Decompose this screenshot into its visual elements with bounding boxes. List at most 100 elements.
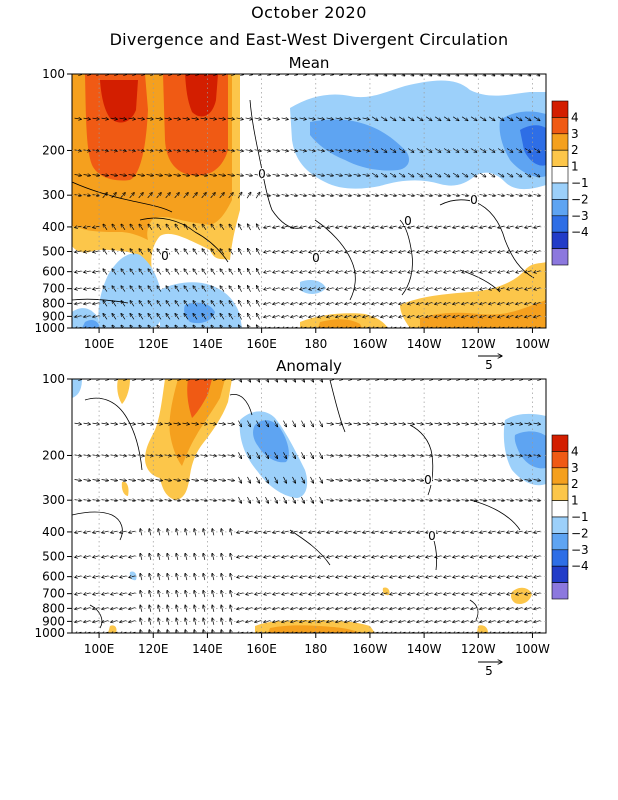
wind-vector: [462, 74, 468, 76]
wind-vector: [282, 632, 289, 633]
wind-vector: [167, 630, 169, 633]
wind-vector: [399, 531, 406, 533]
wind-vector: [534, 632, 541, 633]
y-tick-label: 500: [42, 550, 65, 564]
wind-vector: [326, 455, 334, 456]
wind-vector: [274, 420, 277, 427]
x-tick-label: 120W: [461, 642, 496, 656]
wind-vector: [462, 531, 469, 533]
wind-vector: [173, 480, 181, 481]
colorbar-label: −1: [571, 510, 589, 524]
mean-panel-title: Mean: [289, 54, 330, 72]
colorbar-swatch: [551, 215, 569, 233]
wind-vector: [426, 621, 433, 623]
wind-vector: [212, 529, 214, 536]
wind-vector: [336, 271, 343, 273]
wind-vector: [488, 500, 496, 501]
wind-vector: [354, 302, 361, 304]
wind-vector: [416, 172, 423, 177]
wind-vector: [300, 327, 307, 328]
wind-vector: [362, 118, 370, 120]
wind-vector: [137, 480, 145, 481]
wind-vector: [345, 251, 352, 253]
wind-vector: [453, 621, 460, 623]
mean-shading: [72, 74, 546, 328]
anomaly-gridlines: [72, 379, 546, 633]
wind-vector: [364, 74, 370, 75]
wind-vector: [479, 116, 486, 121]
wind-vector: [443, 194, 451, 196]
wind-vector: [129, 632, 136, 633]
wind-vector: [158, 630, 160, 633]
wind-vector: [453, 632, 460, 633]
wind-vector: [507, 302, 514, 304]
wind-vector: [137, 175, 145, 176]
wind-vector: [200, 480, 208, 481]
wind-vector: [336, 302, 343, 304]
wind-vector: [524, 172, 531, 177]
wind-vector: [371, 500, 379, 501]
wind-vector: [461, 423, 469, 424]
wind-vector: [498, 632, 505, 633]
wind-vector: [480, 632, 487, 633]
wind-vector: [470, 148, 477, 153]
wind-vector: [435, 251, 442, 253]
wind-vector: [497, 423, 505, 424]
wind-vector: [230, 605, 232, 612]
wind-vector: [381, 315, 388, 317]
wind-vector: [220, 286, 225, 292]
wind-vector: [227, 175, 235, 176]
wind-vector: [489, 632, 496, 633]
contour-label: 0: [424, 473, 432, 487]
wind-vector: [452, 172, 459, 177]
wind-vector: [327, 576, 334, 578]
wind-vector: [182, 423, 190, 424]
wind-vector: [256, 476, 259, 483]
wind-vector: [211, 286, 216, 292]
wind-vector: [407, 423, 415, 424]
wind-vector: [372, 288, 379, 290]
wind-vector: [363, 288, 370, 290]
wind-vector: [203, 529, 205, 536]
wind-vector: [417, 632, 424, 633]
wind-vector: [435, 288, 442, 290]
wind-vector: [247, 313, 251, 320]
colorbar-swatch: [551, 549, 569, 567]
wind-vector: [264, 327, 271, 328]
wind-vector: [380, 455, 388, 456]
wind-vector: [461, 455, 469, 456]
wind-vector: [516, 327, 523, 328]
wind-vector: [227, 118, 235, 119]
wind-vector: [398, 500, 406, 501]
wind-vector: [398, 116, 405, 121]
wind-vector: [219, 193, 225, 199]
wind-vector: [203, 573, 205, 581]
wind-vector: [326, 118, 334, 120]
wind-vector: [229, 224, 234, 231]
wind-vector: [230, 590, 232, 598]
wind-vector: [200, 455, 208, 456]
wind-vector: [506, 455, 514, 456]
wind-vector: [202, 286, 207, 292]
wind-vector: [344, 455, 352, 456]
wind-vector: [426, 315, 433, 317]
wind-vector: [381, 531, 388, 533]
y-tick-label: 100: [42, 372, 65, 386]
wind-vector: [434, 172, 441, 177]
wind-vector: [274, 476, 277, 483]
wind-vector: [507, 288, 514, 290]
wind-vector: [498, 576, 505, 578]
wind-vector: [229, 286, 234, 292]
wind-vector: [389, 116, 396, 121]
wind-vector: [444, 226, 451, 228]
wind-vector: [426, 302, 433, 304]
wind-vector: [327, 226, 334, 228]
wind-vector: [327, 556, 334, 558]
wind-vector: [372, 302, 379, 304]
wind-vector: [221, 590, 223, 598]
wind-vector: [425, 423, 433, 424]
wind-vector: [327, 315, 334, 317]
wind-vector: [362, 150, 370, 152]
contour-label-bg: [161, 250, 169, 261]
wind-vector: [434, 480, 442, 481]
